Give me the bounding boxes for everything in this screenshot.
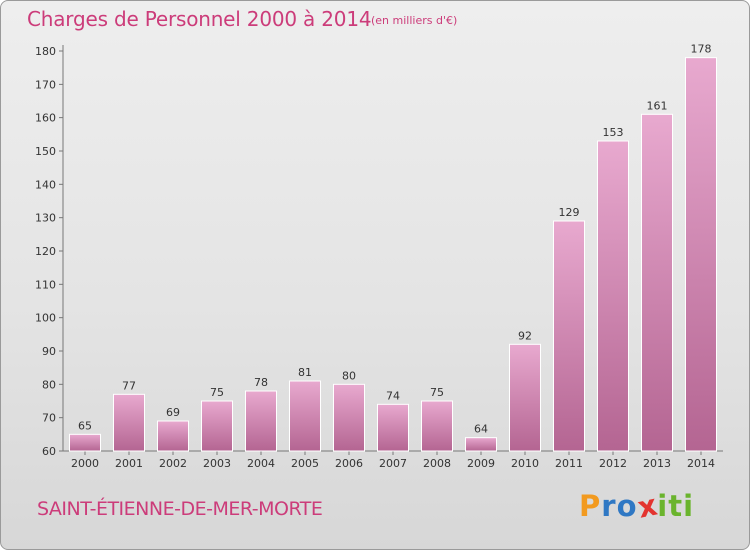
- y-tick-label: 80: [42, 378, 56, 391]
- y-tick-label: 170: [35, 78, 56, 91]
- x-tick-label: 2010: [511, 457, 539, 470]
- bar: [597, 140, 629, 452]
- x-tick-label: 2012: [599, 457, 627, 470]
- chart-labels: 65 77 69 75 78 81 80 74 75 64 92 129 153 161 178: [78, 43, 712, 436]
- x-tick-label: 2011: [555, 457, 583, 470]
- y-tick-label: 90: [42, 345, 56, 358]
- y-tick-label: 120: [35, 245, 56, 258]
- x-tick-label: 2014: [687, 457, 715, 470]
- bar: [289, 380, 321, 452]
- bar: [333, 383, 365, 452]
- bar: [245, 390, 277, 452]
- logo-letter: P: [579, 489, 602, 523]
- bar-value-label: 129: [559, 206, 580, 219]
- y-tick-label: 130: [35, 212, 56, 225]
- x-tick-label: 2005: [291, 457, 319, 470]
- bar-value-label: 77: [122, 379, 136, 392]
- bar-value-label: 75: [430, 386, 444, 399]
- logo-letter: i: [657, 489, 669, 523]
- y-tick-label: 160: [35, 112, 56, 125]
- x-tick-label: 2006: [335, 457, 363, 470]
- logo-letter: o: [616, 489, 638, 523]
- bar-value-label: 65: [78, 419, 92, 432]
- y-tick-label: 140: [35, 178, 56, 191]
- chart-axes: 60 70 80 90 100 110 120 130 140 150 160 170 180 2000 2…: [35, 45, 723, 470]
- bar: [553, 220, 585, 452]
- x-tick-label: 2000: [71, 457, 99, 470]
- x-tick-label: 2013: [643, 457, 671, 470]
- x-tick-label: 2009: [467, 457, 495, 470]
- bar-value-label: 64: [474, 423, 488, 436]
- bar-value-label: 69: [166, 406, 180, 419]
- y-tick-label: 180: [35, 45, 56, 58]
- commune-name: SAINT-ÉTIENNE-DE-MER-MORTE: [37, 498, 323, 520]
- y-tick-label: 150: [35, 145, 56, 158]
- proxiti-logo: Proxiti: [579, 487, 695, 524]
- bar: [69, 433, 101, 452]
- x-tick-label: 2008: [423, 457, 451, 470]
- y-tick-label: 60: [42, 445, 56, 458]
- bar: [685, 57, 717, 452]
- chart-bars: [69, 57, 717, 452]
- bar: [641, 113, 673, 452]
- y-tick-label: 100: [35, 312, 56, 325]
- bar: [377, 403, 409, 452]
- bar-value-label: 161: [647, 99, 668, 112]
- bar-value-label: 74: [386, 389, 400, 402]
- x-tick-label: 2004: [247, 457, 275, 470]
- y-tick-label: 110: [35, 278, 56, 291]
- bar-value-label: 92: [518, 329, 532, 342]
- x-tick-label: 2003: [203, 457, 231, 470]
- bar-value-label: 78: [254, 376, 268, 389]
- bar-value-label: 81: [298, 366, 312, 379]
- bar: [113, 393, 145, 452]
- x-tick-label: 2002: [159, 457, 187, 470]
- y-tick-label: 70: [42, 412, 56, 425]
- x-tick-label: 2007: [379, 457, 407, 470]
- logo-letter: i: [683, 489, 695, 523]
- bar: [421, 400, 453, 452]
- bar: [201, 400, 233, 452]
- bar-value-label: 75: [210, 386, 224, 399]
- chart-title: Charges de Personnel 2000 à 2014: [27, 7, 372, 31]
- x-tick-label: 2001: [115, 457, 143, 470]
- logo-letter: r: [601, 489, 617, 523]
- bar: [157, 420, 189, 452]
- bar-value-label: 153: [603, 126, 624, 139]
- chart-subtitle: (en milliers d'€): [371, 14, 458, 27]
- bar: [509, 343, 541, 452]
- bar: [465, 437, 497, 452]
- bar-value-label: 80: [342, 369, 356, 382]
- logo-letter: t: [668, 489, 684, 523]
- bar-value-label: 178: [691, 43, 712, 56]
